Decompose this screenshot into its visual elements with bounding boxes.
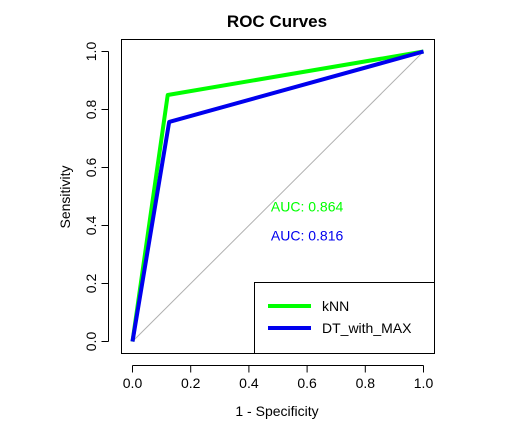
x-axis-label: 1 - Specificity bbox=[235, 403, 318, 419]
reference-diagonal-line bbox=[132, 51, 424, 342]
auc-annotation-0: AUC: 0.864 bbox=[271, 199, 344, 215]
series-group bbox=[130, 49, 425, 342]
x-tick-label: 0.6 bbox=[297, 375, 317, 391]
y-axis-label: Sensitivity bbox=[57, 165, 73, 228]
series-line-1 bbox=[130, 49, 425, 342]
legend-label-0: kNN bbox=[322, 298, 349, 314]
y-tick-label: 0.2 bbox=[83, 274, 99, 294]
annotations-group: AUC: 0.864 AUC: 0.816 bbox=[271, 199, 344, 244]
y-tick-label: 0.0 bbox=[83, 332, 99, 352]
x-tick-label: 0.4 bbox=[239, 375, 259, 391]
x-tick-label: 0.0 bbox=[123, 375, 143, 391]
axes-group: 0.0 0.2 0.4 0.6 0.8 1.0 0.0 0.2 0.4 0.6 0.8 1.0 bbox=[83, 39, 435, 391]
y-tick-label: 0.4 bbox=[83, 216, 99, 236]
x-tick-label: 0.2 bbox=[181, 375, 201, 391]
chart-title: ROC Curves bbox=[227, 12, 327, 31]
x-tick-label: 0.8 bbox=[356, 375, 376, 391]
legend-label-1: DT_with_MAX bbox=[322, 320, 412, 336]
auc-annotation-1: AUC: 0.816 bbox=[271, 227, 344, 243]
y-tick-label: 0.6 bbox=[83, 158, 99, 178]
x-tick-label: 1.0 bbox=[414, 375, 434, 391]
y-tick-label: 1.0 bbox=[83, 42, 99, 62]
legend: kNN DT_with_MAX bbox=[254, 282, 435, 354]
legend-box bbox=[254, 282, 435, 354]
reference-diagonal-group bbox=[132, 51, 424, 342]
y-tick-label: 0.8 bbox=[83, 100, 99, 120]
